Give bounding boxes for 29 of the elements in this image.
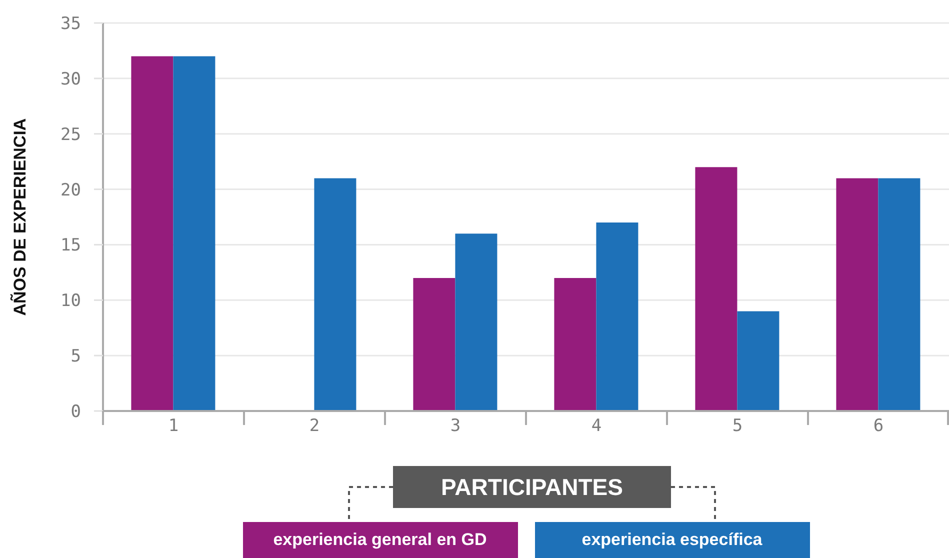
bar (596, 222, 638, 411)
y-tick-label: 5 (70, 346, 81, 367)
bar (836, 178, 878, 411)
x-tick-label: 3 (450, 416, 461, 436)
x-tick-label: 6 (873, 416, 884, 436)
x-tick-label: 4 (591, 416, 602, 436)
y-tick-label: 0 (70, 402, 81, 422)
x-tick-label: 5 (732, 416, 743, 436)
x-tick-label: 1 (168, 416, 179, 436)
bar (413, 278, 456, 411)
y-tick-label: 20 (60, 180, 81, 200)
y-tick-label: 30 (60, 69, 81, 90)
y-tick-label: 15 (60, 236, 81, 256)
y-axis-title: AÑOS DE EXPERIENCIA (10, 118, 30, 316)
y-tick-label: 25 (60, 124, 81, 145)
bar (878, 178, 920, 411)
x-tick-label: 2 (309, 416, 320, 436)
bar (314, 178, 356, 411)
x-axis-title: PARTICIPANTES (441, 474, 623, 500)
text: experiencia general en GD (273, 530, 487, 550)
text: experiencia específica (582, 530, 762, 550)
bar (737, 311, 780, 411)
y-tick-label: 10 (60, 291, 81, 312)
y-tick-label: 35 (60, 14, 81, 34)
bar (455, 234, 498, 411)
bar (173, 56, 216, 411)
bar (131, 56, 174, 411)
bar (695, 167, 738, 411)
bar (554, 278, 596, 411)
